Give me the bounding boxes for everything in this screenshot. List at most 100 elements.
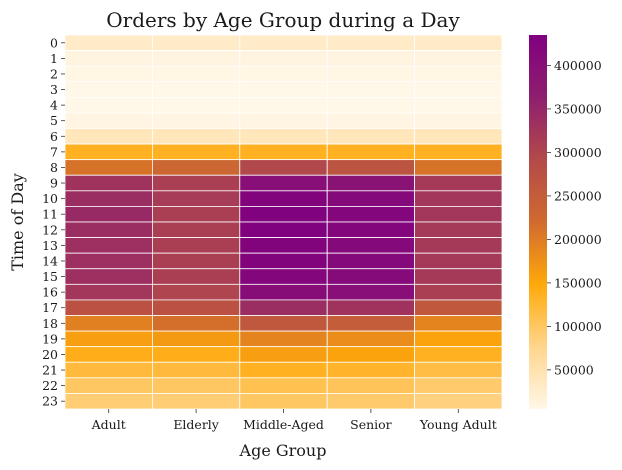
heatmap-cell — [239, 112, 328, 129]
heatmap-cell — [151, 81, 241, 98]
x-axis-label: Age Group — [239, 441, 327, 460]
y-tick-label: 21 — [42, 363, 58, 378]
y-tick-label: 12 — [42, 222, 58, 237]
heatmap-cell — [64, 330, 153, 348]
heatmap-cell — [239, 143, 328, 161]
heatmap-cell — [326, 268, 416, 285]
heatmap-cell — [64, 112, 153, 129]
heatmap-cell — [414, 346, 503, 363]
heatmap-cell — [326, 330, 416, 348]
heatmap-cell — [64, 159, 153, 176]
heatmap-cell — [414, 81, 503, 98]
y-tick-label: 0 — [50, 35, 58, 50]
heatmap-cell — [151, 65, 241, 83]
y-tick-label: 13 — [42, 238, 58, 253]
heatmap-cell — [414, 393, 503, 410]
heatmap-cell — [151, 377, 241, 394]
heatmap-cell — [151, 190, 241, 207]
heatmap-cell — [64, 237, 153, 254]
heatmap-cell — [326, 112, 416, 129]
heatmap-cell — [239, 361, 328, 379]
y-tick-label: 11 — [42, 207, 58, 222]
heatmap-cell — [239, 268, 328, 285]
heatmap-cell — [414, 221, 503, 238]
heatmap-cell — [326, 190, 416, 207]
x-tick-label: Young Adult — [419, 417, 497, 432]
colorbar — [529, 35, 547, 409]
heatmap-cell — [64, 377, 153, 394]
heatmap-cell — [239, 315, 328, 332]
y-tick-label: 19 — [42, 331, 58, 346]
heatmap-cell — [64, 361, 153, 379]
heatmap-cell — [151, 268, 241, 285]
heatmap-cell — [414, 268, 503, 285]
heatmap-cells — [64, 34, 503, 410]
heatmap-cell — [239, 237, 328, 254]
colorbar-tick-label: 100000 — [554, 319, 602, 334]
heatmap-cell — [239, 346, 328, 363]
y-tick-label: 17 — [42, 300, 58, 315]
heatmap-cell — [414, 377, 503, 394]
heatmap-cell — [151, 50, 241, 67]
heatmap-cell — [239, 81, 328, 98]
heatmap-cell — [151, 159, 241, 176]
heatmap-cell — [151, 393, 241, 410]
heatmap-cell — [239, 50, 328, 67]
heatmap-cell — [151, 174, 241, 192]
heatmap-cell — [64, 65, 153, 83]
colorbar-tick-label: 250000 — [554, 188, 602, 203]
heatmap-cell — [151, 221, 241, 238]
heatmap-cell — [239, 128, 328, 145]
heatmap-cell — [414, 299, 503, 316]
y-tick-label: 15 — [42, 269, 58, 284]
y-tick-label: 2 — [50, 66, 58, 81]
heatmap-cell — [326, 283, 416, 301]
heatmap-cell — [414, 65, 503, 83]
heatmap-cell — [64, 50, 153, 67]
heatmap-cell — [414, 128, 503, 145]
heatmap-cell — [239, 34, 328, 51]
x-tick-label: Adult — [91, 417, 126, 432]
colorbar-tick-label: 50000 — [554, 362, 594, 377]
heatmap-cell — [326, 159, 416, 176]
heatmap-cell — [326, 174, 416, 192]
heatmap-cell — [151, 206, 241, 223]
heatmap-cell — [151, 361, 241, 379]
heatmap-cell — [414, 330, 503, 348]
heatmap-cell — [414, 315, 503, 332]
heatmap-cell — [414, 283, 503, 301]
heatmap-cell — [151, 96, 241, 114]
heatmap-cell — [326, 299, 416, 316]
heatmap-cell — [326, 96, 416, 114]
heatmap-cell — [414, 174, 503, 192]
heatmap-cell — [326, 252, 416, 270]
heatmap-cell — [414, 143, 503, 161]
x-tick-label: Middle-Aged — [243, 417, 324, 432]
y-tick-label: 4 — [50, 98, 58, 113]
heatmap-cell — [239, 174, 328, 192]
colorbar-tick-label: 300000 — [554, 145, 602, 160]
heatmap-cell — [239, 330, 328, 348]
y-tick-label: 8 — [50, 160, 58, 175]
y-tick-label: 14 — [42, 253, 58, 268]
heatmap-cell — [414, 50, 503, 67]
x-tick-label: Senior — [350, 417, 392, 432]
y-tick-label: 6 — [50, 129, 58, 144]
heatmap-cell — [326, 346, 416, 363]
colorbar-tick-label: 150000 — [554, 275, 602, 290]
colorbar-tick-label: 200000 — [554, 232, 602, 247]
heatmap-cell — [326, 315, 416, 332]
heatmap-cell — [151, 299, 241, 316]
y-tick-label: 1 — [50, 51, 58, 66]
heatmap-cell — [239, 299, 328, 316]
heatmap-cell — [64, 221, 153, 238]
y-tick-label: 23 — [42, 394, 58, 409]
heatmap-cell — [64, 34, 153, 51]
heatmap-cell — [326, 237, 416, 254]
heatmap-cell — [239, 159, 328, 176]
y-tick-label: 16 — [42, 285, 58, 300]
heatmap-cell — [64, 190, 153, 207]
heatmap-cell — [239, 221, 328, 238]
